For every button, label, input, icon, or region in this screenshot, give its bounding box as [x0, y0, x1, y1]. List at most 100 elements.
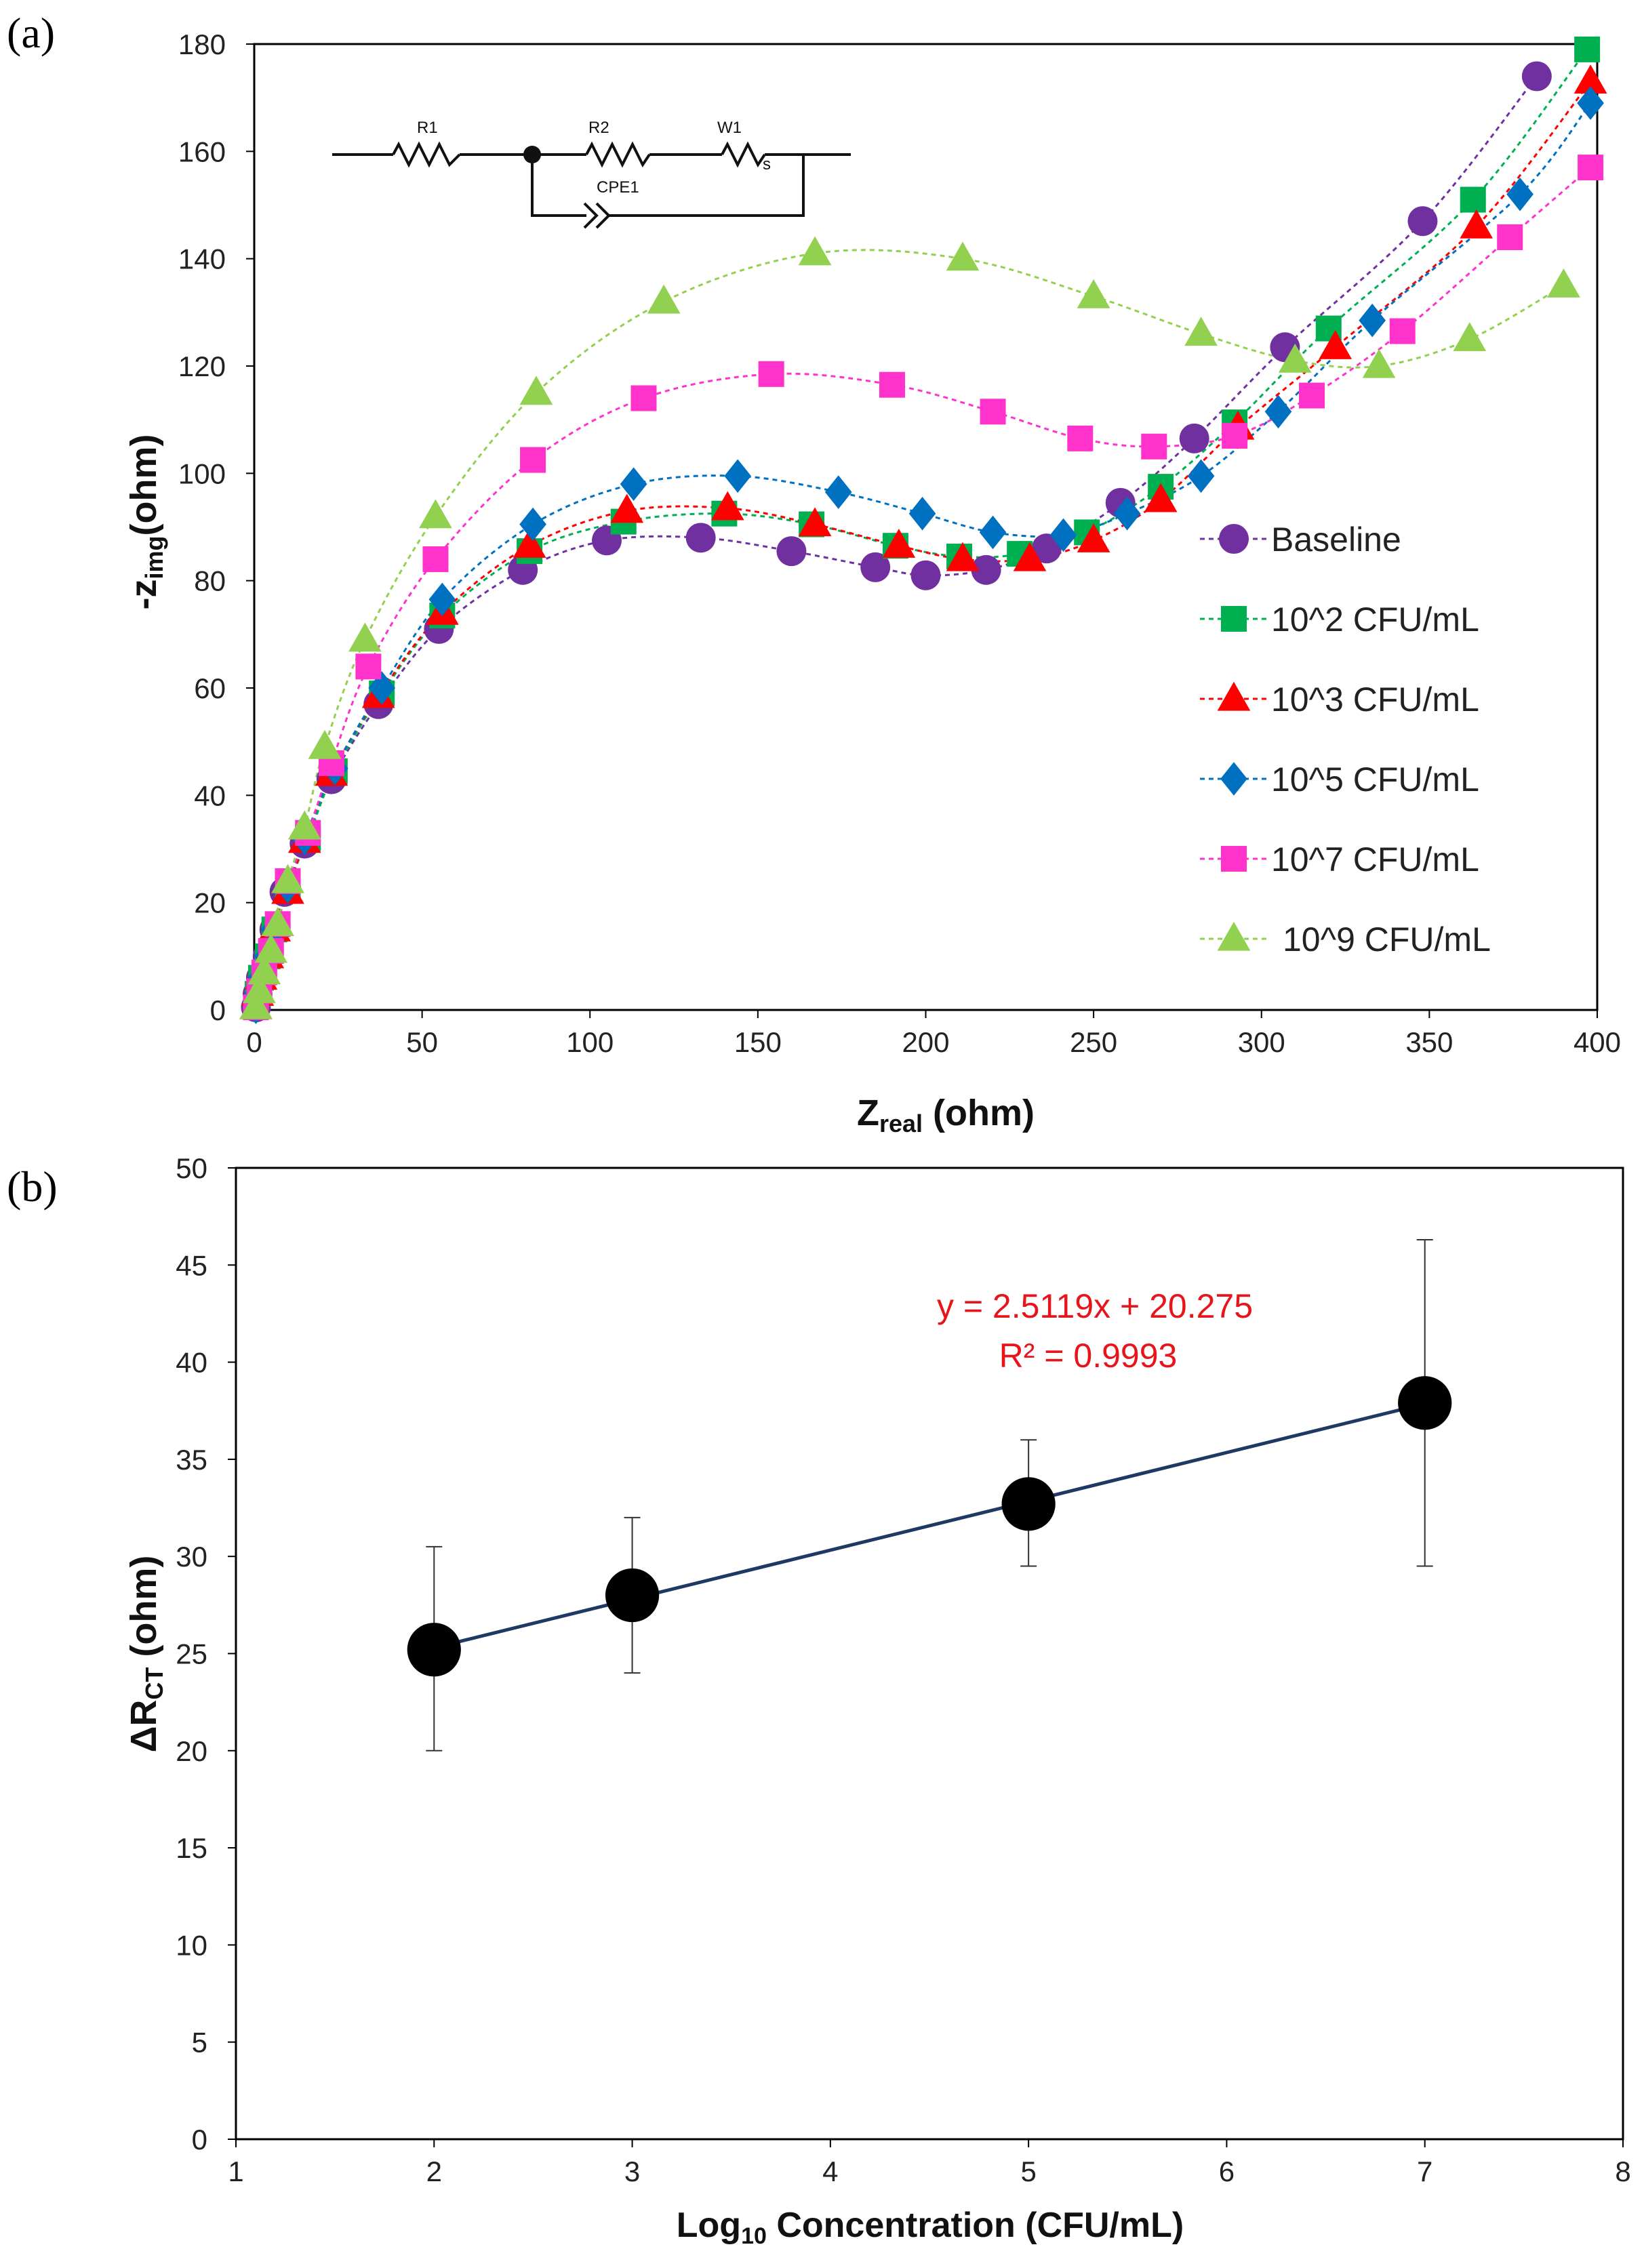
data-point	[1398, 1376, 1452, 1430]
legend-marker	[1220, 762, 1247, 796]
circuit-label-r2: R2	[588, 119, 609, 137]
plot-b-x-tick-label: 7	[1417, 2155, 1432, 2187]
plot-a-x-tick-label: 50	[406, 1026, 438, 1058]
data-point	[1578, 155, 1604, 181]
plot-a-x-tick-label: 400	[1573, 1026, 1621, 1058]
plot-b-x-tick-label: 8	[1615, 2155, 1630, 2187]
plot-a-y-tick-label: 120	[178, 350, 226, 382]
data-point	[1573, 64, 1607, 94]
trendline-equation: y = 2.5119x + 20.275	[937, 1287, 1253, 1325]
circuit-node	[523, 146, 541, 163]
plot-a-y-tick-label: 160	[178, 136, 226, 167]
plot-a-y-tick-label: 100	[178, 458, 226, 489]
plot-a-x-tick-label: 200	[902, 1026, 949, 1058]
data-point	[308, 729, 342, 759]
data-point	[1144, 483, 1178, 512]
series-curve	[255, 81, 1592, 1008]
legend-marker	[1221, 606, 1247, 632]
legend-label: 10^5 CFU/mL	[1271, 761, 1479, 798]
plot-b-x-axis-label: Log10 Concentration (CFU/mL)	[677, 2206, 1184, 2249]
data-point	[428, 582, 456, 617]
data-point	[1184, 317, 1218, 346]
plot-b-y-tick-label: 15	[176, 1832, 207, 1864]
data-point	[1187, 459, 1215, 493]
plot-b-y-tick-label: 40	[176, 1347, 207, 1379]
data-point	[519, 376, 553, 405]
data-point	[287, 810, 321, 840]
plot-a-markers	[239, 36, 1607, 1024]
legend-label: 10^7 CFU/mL	[1271, 841, 1479, 878]
data-point	[520, 447, 546, 473]
legend-label: 10^2 CFU/mL	[1271, 601, 1479, 639]
equivalent-circuit-inset	[332, 141, 851, 229]
plot-a-x-label-main: Z	[857, 1093, 879, 1133]
data-point	[1521, 61, 1552, 92]
plot-b-x-tick-label: 3	[624, 2155, 640, 2187]
circuit-label-cpe1: CPE1	[597, 178, 639, 197]
data-point	[685, 523, 716, 553]
trendline-r-squared: R² = 0.9993	[999, 1337, 1178, 1375]
plot-b-y-tick-label: 45	[176, 1249, 207, 1281]
legend-marker	[1219, 524, 1249, 554]
circuit-label-r1: R1	[417, 119, 438, 137]
data-point	[1077, 279, 1110, 308]
plot-b-markers	[407, 1376, 1452, 1677]
plot-b-trendline	[433, 1402, 1426, 1650]
data-point	[1389, 318, 1416, 344]
data-point	[910, 560, 941, 590]
plot-a-y-label-main: -z	[123, 579, 164, 609]
data-point	[610, 493, 644, 523]
data-point	[1506, 177, 1533, 211]
plot-a-x-axis-label: Zreal (ohm)	[857, 1093, 1035, 1137]
data-point	[798, 236, 832, 266]
plot-b-x-label-sub: 10	[741, 2223, 767, 2249]
plot-a-y-tick-label: 0	[210, 994, 226, 1026]
legend-label: Baseline	[1271, 521, 1401, 559]
legend-marker	[1217, 681, 1251, 711]
data-point	[368, 671, 396, 705]
plot-a-y-tick-label: 60	[194, 672, 226, 704]
plot-a-x-tick-label: 250	[1070, 1026, 1117, 1058]
plot-b-x-tick-label: 4	[822, 2155, 838, 2187]
plot-b-y-label-main: ΔR	[123, 1700, 164, 1753]
plot-b-x-tick-label: 6	[1219, 2155, 1235, 2187]
data-point	[1222, 422, 1248, 449]
plot-b-x-tick-label: 2	[426, 2155, 442, 2187]
data-point	[647, 284, 681, 314]
data-point	[1067, 425, 1094, 451]
data-point	[882, 529, 916, 558]
plot-b-x-tick-label: 5	[1020, 2155, 1036, 2187]
data-point	[1407, 206, 1438, 237]
legend-marker	[1221, 846, 1247, 872]
plot-a-y-axis-label: -zimg(ohm)	[123, 434, 168, 610]
data-point	[860, 552, 891, 582]
data-point	[1547, 268, 1580, 298]
data-point	[1460, 186, 1486, 213]
data-point	[758, 361, 784, 387]
data-point	[979, 515, 1007, 550]
plot-b-y-tick-label: 0	[192, 2124, 207, 2155]
circuit-label-w1: W1	[717, 119, 742, 137]
data-point	[519, 507, 546, 542]
data-point	[1141, 433, 1167, 460]
data-point	[1497, 224, 1523, 250]
circuit-label-ws: s	[763, 155, 771, 174]
plot-a-x-tick-label: 350	[1405, 1026, 1453, 1058]
data-point	[1013, 542, 1047, 571]
data-point	[1319, 330, 1352, 359]
data-point	[348, 622, 382, 652]
legend-marker	[1217, 921, 1251, 951]
plot-a-y-tick-label: 80	[194, 565, 226, 597]
data-point	[620, 467, 647, 501]
plot-b-y-label-tail: (ohm)	[123, 1556, 164, 1667]
panel-a-label: (a)	[7, 9, 55, 57]
data-point	[776, 536, 807, 567]
plot-a-x-tick-label: 300	[1238, 1026, 1285, 1058]
data-point	[1031, 533, 1062, 564]
data-point	[824, 475, 852, 509]
plot-a-y-tick-label: 140	[178, 243, 226, 275]
plot-a-y-label-tail: (ohm)	[123, 434, 164, 536]
data-point	[630, 385, 657, 411]
data-point	[879, 371, 905, 398]
data-point	[1359, 303, 1386, 338]
